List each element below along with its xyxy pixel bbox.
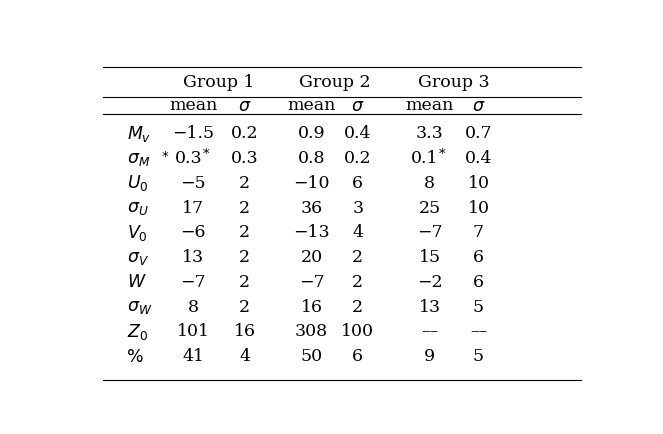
Text: 101: 101 [177, 323, 210, 340]
Text: 0.9: 0.9 [298, 125, 326, 142]
Text: 4: 4 [352, 224, 363, 241]
Text: 0.1: 0.1 [411, 150, 438, 167]
Text: 36: 36 [300, 200, 323, 217]
Text: 2: 2 [352, 274, 363, 291]
Text: $\it{\sigma}$: $\it{\sigma}$ [351, 96, 365, 115]
Text: 13: 13 [418, 299, 441, 316]
Text: −2: −2 [417, 274, 442, 291]
Text: $Z_0$: $Z_0$ [127, 322, 148, 342]
Text: mean: mean [406, 97, 454, 114]
Text: −7: −7 [180, 274, 206, 291]
Text: −1.5: −1.5 [172, 125, 214, 142]
Text: 41: 41 [182, 348, 204, 365]
Text: 0.8: 0.8 [298, 150, 326, 167]
Text: $W$: $W$ [127, 273, 147, 291]
Text: Group 2: Group 2 [299, 74, 371, 91]
Text: mean: mean [169, 97, 217, 114]
Text: $U_0$: $U_0$ [127, 174, 148, 194]
Text: −7: −7 [417, 224, 442, 241]
Text: 6: 6 [352, 348, 363, 365]
Text: 25: 25 [418, 200, 441, 217]
Text: $*$: $*$ [162, 148, 170, 161]
Text: 17: 17 [182, 200, 204, 217]
Text: 2: 2 [352, 249, 363, 266]
Text: *: * [440, 148, 446, 161]
Text: 2: 2 [239, 175, 251, 192]
Text: 2: 2 [239, 200, 251, 217]
Text: 50: 50 [300, 348, 323, 365]
Text: 5: 5 [473, 299, 484, 316]
Text: ––: –– [421, 323, 438, 340]
Text: 2: 2 [239, 224, 251, 241]
Text: 16: 16 [300, 299, 322, 316]
Text: 0.4: 0.4 [344, 125, 371, 142]
Text: 2: 2 [352, 299, 363, 316]
Text: 2: 2 [239, 274, 251, 291]
Text: $\sigma_W$: $\sigma_W$ [127, 298, 152, 316]
Text: 16: 16 [234, 323, 256, 340]
Text: 0.2: 0.2 [344, 150, 371, 167]
Text: $V_0$: $V_0$ [127, 223, 147, 243]
Text: $\sigma_V$: $\sigma_V$ [127, 249, 149, 266]
Text: 3: 3 [352, 200, 363, 217]
Text: 6: 6 [473, 274, 484, 291]
Text: 10: 10 [467, 175, 489, 192]
Text: 7: 7 [473, 224, 484, 241]
Text: 6: 6 [473, 249, 484, 266]
Text: −10: −10 [293, 175, 330, 192]
Text: $M_v$: $M_v$ [127, 124, 151, 144]
Text: ––: –– [470, 323, 487, 340]
Text: 100: 100 [341, 323, 375, 340]
Text: $\sigma_M$: $\sigma_M$ [127, 150, 150, 168]
Text: 4: 4 [239, 348, 250, 365]
Text: 0.7: 0.7 [465, 125, 493, 142]
Text: 8: 8 [424, 175, 435, 192]
Text: −7: −7 [299, 274, 324, 291]
Text: %: % [127, 348, 143, 365]
Text: $\it{\sigma}$: $\it{\sigma}$ [472, 96, 485, 115]
Text: 9: 9 [424, 348, 436, 365]
Text: Group 1: Group 1 [183, 74, 255, 91]
Text: −13: −13 [293, 224, 330, 241]
Text: Group 3: Group 3 [418, 74, 490, 91]
Text: −5: −5 [180, 175, 206, 192]
Text: 10: 10 [467, 200, 489, 217]
Text: 0.3: 0.3 [174, 150, 202, 167]
Text: 6: 6 [352, 175, 363, 192]
Text: 15: 15 [418, 249, 441, 266]
Text: 0.4: 0.4 [465, 150, 492, 167]
Text: 0.2: 0.2 [231, 125, 259, 142]
Text: 2: 2 [239, 249, 251, 266]
Text: 3.3: 3.3 [416, 125, 444, 142]
Text: 20: 20 [300, 249, 323, 266]
Text: 13: 13 [182, 249, 204, 266]
Text: mean: mean [287, 97, 335, 114]
Text: 0.3: 0.3 [231, 150, 259, 167]
Text: −6: −6 [180, 224, 206, 241]
Text: 5: 5 [473, 348, 484, 365]
Text: $\sigma_U$: $\sigma_U$ [127, 199, 149, 217]
Text: 8: 8 [188, 299, 199, 316]
Text: $\it{\sigma}$: $\it{\sigma}$ [238, 96, 251, 115]
Text: 308: 308 [295, 323, 328, 340]
Text: 2: 2 [239, 299, 251, 316]
Text: *: * [203, 148, 210, 161]
